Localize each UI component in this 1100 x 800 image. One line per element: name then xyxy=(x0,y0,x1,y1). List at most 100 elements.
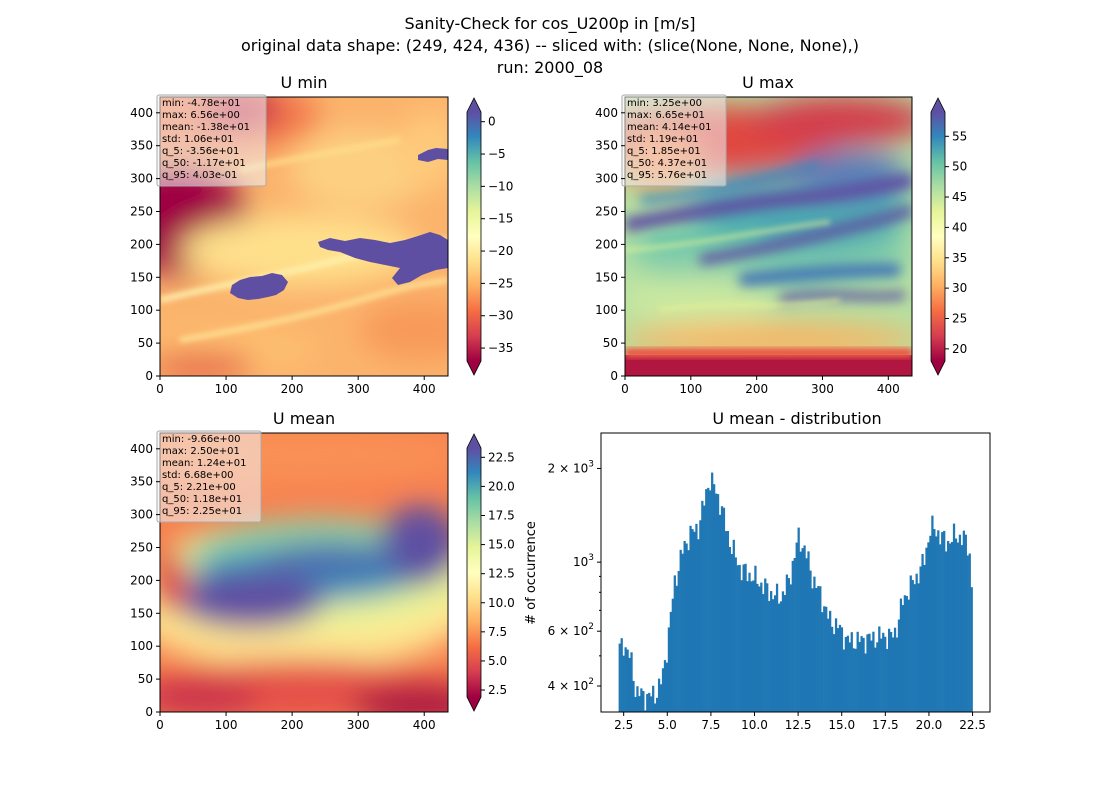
hist-bar xyxy=(758,586,761,712)
y-tick-label: 400 xyxy=(130,442,153,456)
hist-bar xyxy=(791,560,794,712)
hist-bar xyxy=(917,583,920,712)
colorbar-tick-label: 50 xyxy=(952,160,967,174)
hist-bar xyxy=(901,605,905,712)
hist-bar xyxy=(895,637,899,712)
x-tick-label: 7.5 xyxy=(701,718,720,732)
colorbar-tick-label: 40 xyxy=(952,220,967,234)
y-tick-label: 200 xyxy=(130,237,153,251)
stats-line: q_50: 1.18e+01 xyxy=(162,494,242,505)
x-tick-label: 0 xyxy=(621,382,629,396)
hist-bar xyxy=(872,631,875,712)
hist-bar xyxy=(946,540,950,712)
x-tick-label: 400 xyxy=(413,718,436,732)
stats-line: q_5: -3.56e+01 xyxy=(162,146,239,157)
hist-bar xyxy=(695,523,698,712)
x-tick-label: 15.0 xyxy=(828,718,855,732)
hist-bar xyxy=(701,500,704,712)
hist-bar xyxy=(803,545,806,712)
hist-bar xyxy=(766,583,769,712)
y-tick-exponent: 2 xyxy=(588,622,594,632)
hist-bar xyxy=(663,660,667,712)
y-tick-label: 103 xyxy=(573,553,594,569)
hist-bar xyxy=(905,596,908,712)
hist-bar xyxy=(709,490,712,712)
y-tick-label: 50 xyxy=(138,672,153,686)
hist-bar xyxy=(939,544,942,712)
x-tick-label: 0 xyxy=(156,382,164,396)
x-tick-label: 0 xyxy=(156,718,164,732)
hist-bar xyxy=(655,697,659,712)
hist-bar xyxy=(736,565,739,712)
hist-bar xyxy=(817,586,820,712)
hist-bar xyxy=(921,554,924,712)
hist-bar xyxy=(642,691,645,712)
hist-bar xyxy=(929,535,932,712)
colorbar-tick-label: −25 xyxy=(488,276,513,290)
x-tick-label: 200 xyxy=(745,382,768,396)
hist-bar xyxy=(716,494,720,712)
hist-bar xyxy=(779,601,783,712)
colorbar-outline xyxy=(466,97,482,376)
hist-bar xyxy=(903,595,907,712)
hist-bar xyxy=(732,539,735,712)
hist-bar xyxy=(860,636,863,712)
hist-bar xyxy=(829,610,832,712)
stats-line: max: 2.50e+01 xyxy=(162,446,240,457)
hist-bar xyxy=(970,587,973,712)
hist-bar xyxy=(669,611,673,712)
panel-u-mean: U mean min: -9.66e+00 xyxy=(130,409,515,732)
hist-bar xyxy=(923,564,926,712)
hist-bar xyxy=(632,680,635,712)
hist-bar xyxy=(764,578,767,712)
u-mean-axes: 0 100 200 300 400 0 50 100 150 200 250 300 350 400 xyxy=(130,442,436,732)
hist-bar xyxy=(768,600,771,712)
hist-bar xyxy=(707,487,710,712)
colorbar-tick-label: −30 xyxy=(488,309,513,323)
hist-bar xyxy=(756,583,759,712)
hist-bar xyxy=(834,618,838,712)
hist-bar xyxy=(750,581,753,712)
hist-bar xyxy=(652,685,655,712)
hist-bar xyxy=(718,514,722,712)
hist-bar xyxy=(705,489,708,712)
colorbar-tick-label: 20 xyxy=(952,342,967,356)
hist-bar xyxy=(825,606,828,712)
hist-bar xyxy=(783,594,787,712)
hist-bar xyxy=(636,686,639,712)
hist-bar xyxy=(813,576,816,712)
y-tick-label: 350 xyxy=(595,139,618,153)
hist-bars xyxy=(618,472,973,712)
u-min-stats-box: min: -4.78e+01 max: 6.56e+00 mean: -1.38… xyxy=(156,94,267,187)
hist-bar xyxy=(868,633,871,712)
hist-bar xyxy=(805,558,808,712)
hist-bar xyxy=(884,636,887,712)
hist-bar xyxy=(762,594,765,712)
colorbar-tick-label: 12.5 xyxy=(488,567,515,581)
hist-bar xyxy=(915,573,918,712)
x-tick-label: 22.5 xyxy=(959,718,986,732)
hist-bar xyxy=(911,580,914,712)
hist-bar xyxy=(960,545,964,712)
y-tick-base: 6 × 10 xyxy=(548,624,589,638)
stats-line: max: 6.65e+01 xyxy=(627,110,705,121)
colorbar-tick-label: 7.5 xyxy=(488,625,507,639)
hist-bar xyxy=(856,631,859,712)
y-tick-label: 100 xyxy=(130,303,153,317)
x-tick-label: 17.5 xyxy=(872,718,899,732)
colorbar-tick-label: −10 xyxy=(488,179,513,193)
hist-bar xyxy=(909,575,912,712)
y-tick-label: 300 xyxy=(595,172,618,186)
u-max-stats-box: min: 3.25e+00 max: 6.65e+01 mean: 4.14e+… xyxy=(621,94,727,187)
colorbar-outline xyxy=(930,97,946,376)
hist-bar xyxy=(937,530,940,712)
hist-bar xyxy=(634,696,637,712)
hist-bar xyxy=(854,648,857,712)
x-tick-label: 300 xyxy=(347,718,370,732)
hist-bar xyxy=(799,551,802,712)
hist-bar xyxy=(797,527,800,712)
hist-bar xyxy=(844,636,848,712)
colorbar-extend-max xyxy=(467,434,481,448)
hist-bar xyxy=(878,626,881,712)
